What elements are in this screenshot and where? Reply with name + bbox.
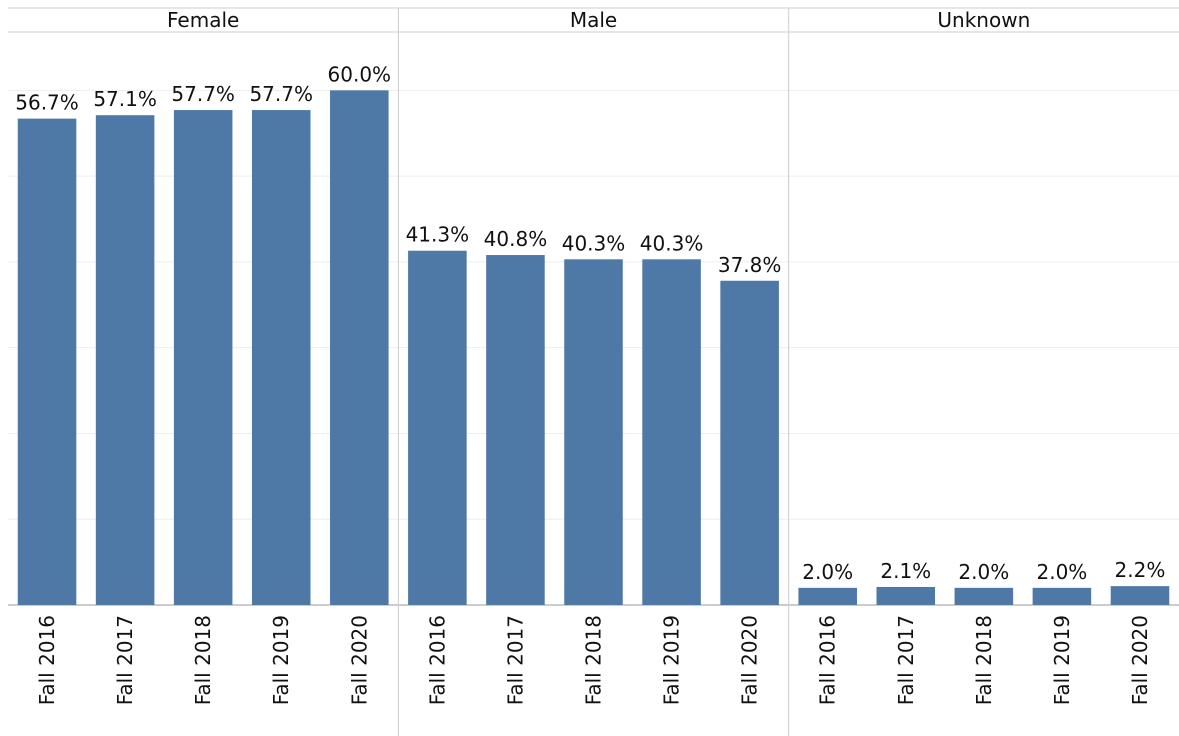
value-label: 57.7% xyxy=(249,82,313,106)
bar xyxy=(564,259,623,605)
value-label: 41.3% xyxy=(406,223,470,247)
bar xyxy=(720,280,779,605)
x-tick-label: Fall 2019 xyxy=(660,615,684,705)
bar xyxy=(798,587,857,605)
facet-title: Male xyxy=(570,8,617,32)
x-tick-label: Fall 2019 xyxy=(1050,615,1074,705)
x-tick-label: Fall 2016 xyxy=(35,615,59,705)
bar xyxy=(642,259,701,605)
bar xyxy=(876,586,936,605)
value-label: 56.7% xyxy=(15,91,79,115)
x-tick-label: Fall 2020 xyxy=(347,615,371,705)
x-tick-label: Fall 2017 xyxy=(113,615,137,705)
bar xyxy=(1032,587,1092,605)
bar xyxy=(173,110,233,605)
value-label: 2.1% xyxy=(880,559,931,583)
value-label: 37.8% xyxy=(718,253,782,277)
x-tick-label: Fall 2017 xyxy=(894,615,918,705)
x-tick-label: Fall 2019 xyxy=(269,615,293,705)
value-label: 40.3% xyxy=(640,231,704,255)
bar xyxy=(1110,586,1170,605)
value-label: 57.7% xyxy=(171,82,235,106)
value-label: 40.8% xyxy=(484,227,548,251)
value-label: 60.0% xyxy=(328,62,392,86)
x-tick-label: Fall 2020 xyxy=(1128,615,1152,705)
value-label: 57.1% xyxy=(93,87,157,111)
x-tick-label: Fall 2017 xyxy=(503,615,527,705)
value-label: 2.0% xyxy=(802,560,853,584)
value-label: 40.3% xyxy=(562,231,626,255)
bar xyxy=(954,587,1014,605)
bar xyxy=(408,250,467,605)
bar xyxy=(95,115,155,606)
x-tick-label: Fall 2020 xyxy=(738,615,762,705)
facet-title: Unknown xyxy=(937,8,1030,32)
x-tick-label: Fall 2018 xyxy=(582,615,606,705)
bar xyxy=(17,118,77,605)
bar xyxy=(486,255,545,605)
bar xyxy=(330,90,389,605)
value-label: 2.2% xyxy=(1115,558,1166,582)
x-tick-label: Fall 2016 xyxy=(816,615,840,705)
x-tick-label: Fall 2018 xyxy=(191,615,215,705)
value-label: 2.0% xyxy=(958,560,1009,584)
facet-title: Female xyxy=(167,8,239,32)
x-tick-label: Fall 2018 xyxy=(972,615,996,705)
x-tick-label: Fall 2016 xyxy=(425,615,449,705)
bar xyxy=(251,110,311,605)
value-label: 2.0% xyxy=(1036,560,1087,584)
